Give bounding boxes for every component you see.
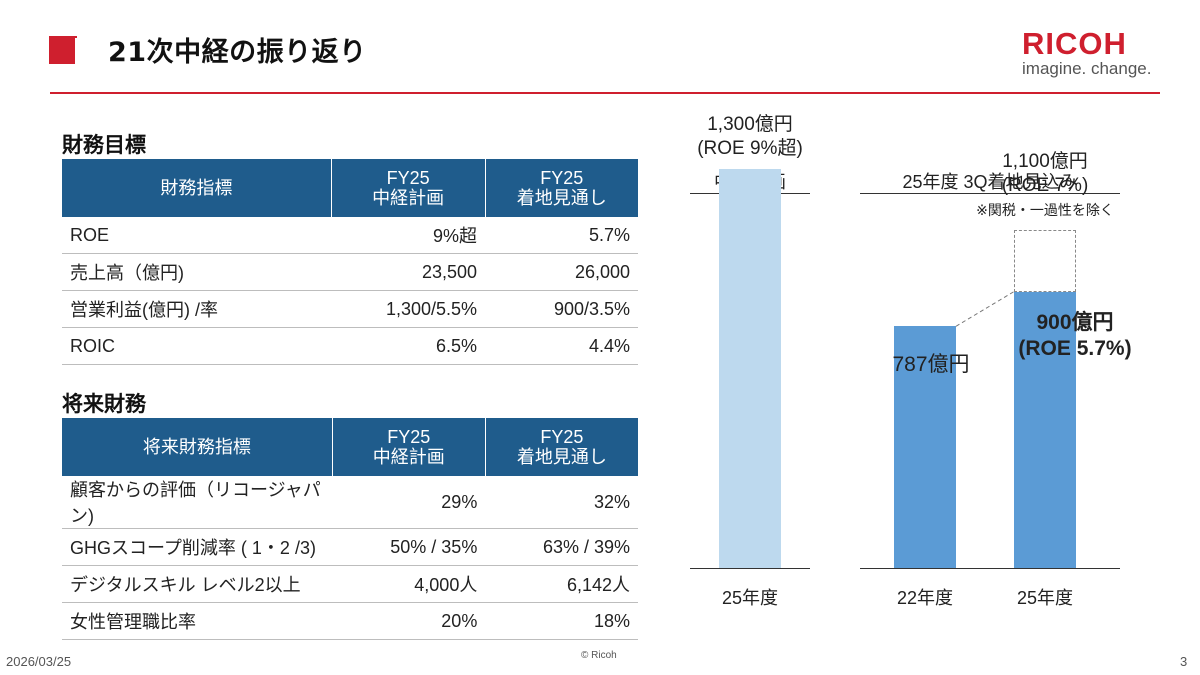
row-forecast-value: 900/3.5% [485,290,638,328]
bar-forecast-fy25 [1014,291,1076,568]
future-header-plan-fy: FY25 [387,427,431,447]
footer-copyright: © Ricoh [581,650,617,661]
financial-section-title: 財務目標 [62,133,146,157]
table-row: 売上高（億円) 23,500 26,000 [62,253,638,291]
bar-actual-fy22 [894,326,956,568]
table-row: 営業利益(億円) /率 1,300/5.5% 900/3.5% [62,290,638,328]
table-row: 顧客からの評価（リコージャパン) 29% 32% [62,476,638,529]
footer-date: 2026/03/25 [6,654,72,669]
future-header-forecast-label: 着地見通し [516,447,607,467]
axis-baseline-plan [690,568,810,569]
group-underline-forecast [860,193,1120,194]
adjusted-note: ※関税・一過性を除く [976,202,1114,219]
axis-baseline-forecast [860,568,1120,569]
future-header-forecast-fy: FY25 [540,427,584,447]
adjusted-value: 1,100億円 [1002,151,1088,173]
page-title: 21次中経の振り返り [108,37,367,68]
page-number: 3 [1180,654,1188,669]
chart-group-label-forecast: 25年度 3Q着地見込み [902,172,1078,192]
row-plan-value: 1,300/5.5% [331,290,486,328]
logo-tagline: imagine. change. [1022,59,1152,78]
row-label: ROE [62,217,332,254]
financial-header-forecast-label: 着地見通し [516,188,607,208]
category-label-plan-fy25: 25年度 [721,588,779,608]
row-label: ROIC [62,327,332,365]
row-label: GHGスコープ削減率 ( 1・2 /3) [62,528,333,566]
financial-header-plan-fy: FY25 [386,168,430,188]
future-header-plan-label: 中経計画 [372,447,445,467]
row-forecast-value: 18% [485,602,638,640]
row-label: 女性管理職比率 [62,602,333,640]
row-forecast-value: 5.7% [485,217,638,254]
bar-plan-fy25-roe: (ROE 9%超) [697,137,803,159]
bar-plan-fy25-value: 1,300億円 [707,113,793,135]
financial-header-plan: FY25 中経計画 [331,159,486,217]
adjusted-roe: (ROE 7%) [1001,175,1089,197]
row-plan-value: 23,500 [331,253,486,291]
header-divider [50,92,1160,94]
row-plan-value: 29% [332,476,486,529]
bar-forecast-fy25-adjusted [1014,230,1076,292]
bar-plan-fy25 [719,168,781,568]
table-row: GHGスコープ削減率 ( 1・2 /3) 50% / 35% 63% / 39% [62,528,638,566]
row-label: 営業利益(億円) /率 [62,290,332,328]
bar-forecast-fy25-value: 900億円 [1036,310,1114,334]
financial-header-plan-label: 中経計画 [372,188,445,208]
row-label: 売上高（億円) [62,253,332,291]
row-forecast-value: 26,000 [485,253,638,291]
row-plan-value: 4,000人 [332,565,486,603]
ricoh-logo: RICOH [1022,26,1127,61]
row-plan-value: 50% / 35% [332,528,486,566]
financial-header-metric: 財務指標 [62,159,332,217]
future-section-title: 将来財務 [62,392,146,416]
bar-forecast-fy25-value-label: 900億円 (ROE 5.7%) [990,310,1160,362]
row-plan-value: 6.5% [331,327,486,365]
title-accent-notch [75,38,95,74]
row-forecast-value: 63% / 39% [485,528,638,566]
future-table: 将来財務指標 FY25 中経計画 FY25 着地見通し 顧客からの評価（リコージ… [62,418,638,640]
row-label: 顧客からの評価（リコージャパン) [62,476,333,529]
bar-forecast-fy25-roe: (ROE 5.7%) [1018,336,1132,360]
row-label: デジタルスキル レベル2以上 [62,565,333,603]
future-header-metric: 将来財務指標 [62,418,333,476]
table-row: ROIC 6.5% 4.4% [62,327,638,365]
table-row: ROE 9%超 5.7% [62,217,638,254]
financial-header-forecast: FY25 着地見通し [485,159,638,217]
financial-header-forecast-fy: FY25 [540,168,584,188]
bar-forecast-fy25-adjusted-label: 1,100億円 (ROE 7%) ※関税・一過性を除く [950,150,1140,222]
row-plan-value: 9%超 [331,217,486,254]
table-row: 女性管理職比率 20% 18% [62,602,638,640]
bar-plan-fy25-value-label: 1,300億円 (ROE 9%超) [670,113,830,161]
category-label-fy22: 22年度 [896,588,954,608]
row-plan-value: 20% [332,602,486,640]
future-header-forecast: FY25 着地見通し [485,418,638,476]
row-forecast-value: 6,142人 [485,565,638,603]
row-forecast-value: 32% [485,476,638,529]
bar-connector-line [955,291,1015,327]
bar-actual-fy22-value: 787億円 [892,353,970,377]
financial-table: 財務指標 FY25 中経計画 FY25 着地見通し ROE 9%超 5.7% 売… [62,159,638,365]
title-accent-square [49,36,77,64]
future-header-plan: FY25 中経計画 [332,418,486,476]
table-row: デジタルスキル レベル2以上 4,000人 6,142人 [62,565,638,603]
row-forecast-value: 4.4% [485,327,638,365]
category-label-fy25: 25年度 [1016,588,1074,608]
